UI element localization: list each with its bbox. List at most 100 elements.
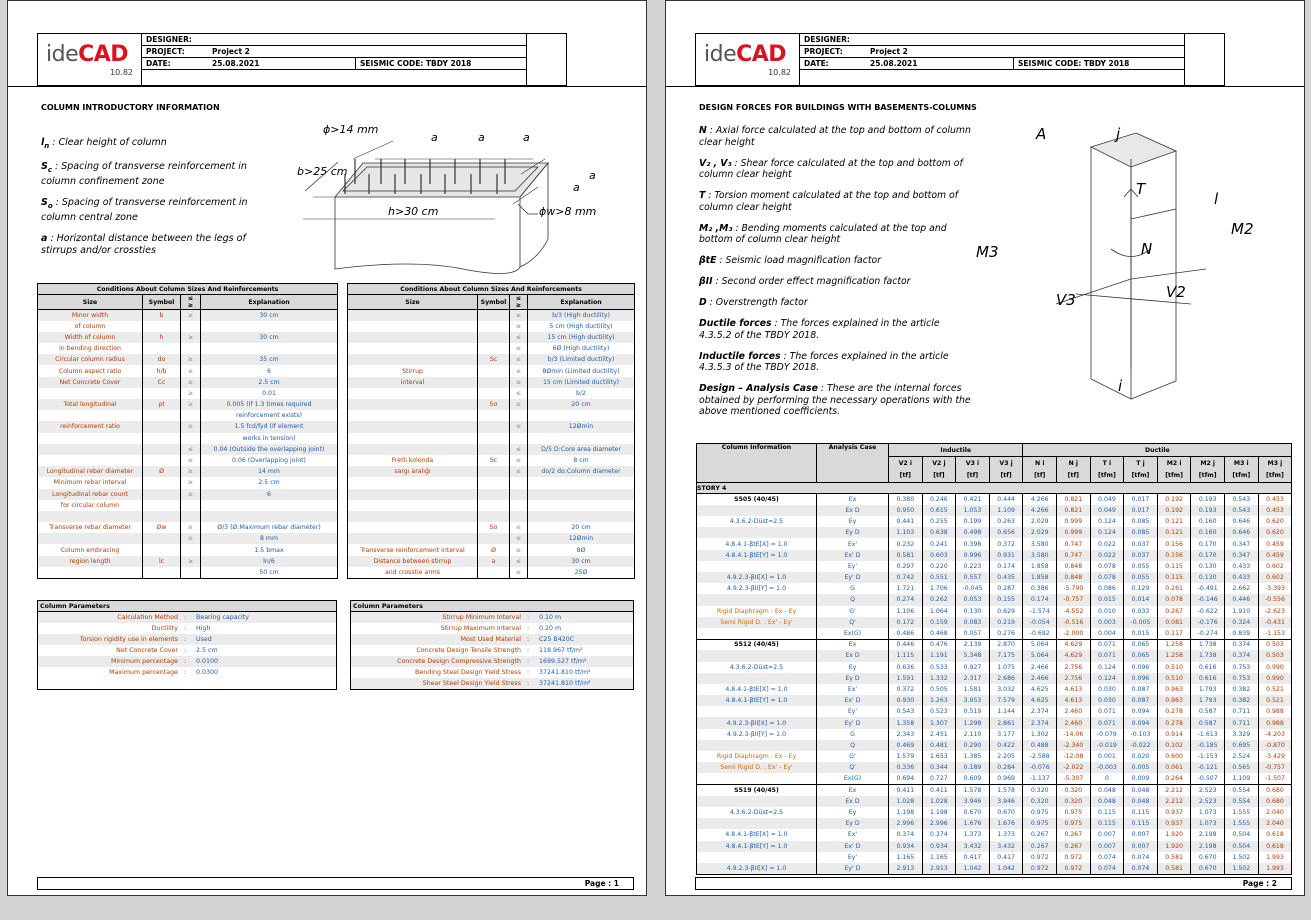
explanation-cell: 0.01 [199,387,338,399]
force-value-cell: 0.727 [921,773,956,785]
force-value-cell: 1.042 [955,862,990,875]
force-value-cell: 2.374 [1022,717,1057,729]
comparison-cell: ≤ [509,399,528,411]
definition-term: a [41,232,48,244]
force-value-cell: -1.137 [1022,773,1057,785]
column-name: S512 (40/45) [696,638,817,651]
force-value-cell: 0.386 [1022,583,1057,595]
force-value-cell: 0.421 [955,493,990,505]
force-value-cell: -0.507 [1190,773,1225,785]
table-row: Minimum rebar interval ≥2.5 cm [37,477,338,489]
analysis-case-cell: Ey D [816,818,889,830]
force-value-cell: 0.160 [1190,516,1225,528]
definition-term: Design – Analysis Case [699,383,818,394]
force-value-cell: 0.261 [1156,583,1191,595]
force-value-cell: 0.927 [955,661,990,673]
report-header: ideCAD 10.82 DESIGNER: PROJECT: Project 2 … [695,33,1225,86]
param-value: 118.967 tf/m² [539,647,583,654]
table-row: Q 0.469 0.481 0.290 0.422 0.488 -2.340 -0.019 -0… [696,739,1292,751]
size-cell: reinforcement ratio [37,421,143,433]
force-value-cell: 0.264 [1156,773,1191,785]
definition-term: S [41,160,48,172]
comparison-cell: ≤ [509,466,528,478]
param-value: 1699.527 tf/m² [539,658,587,665]
force-value-cell: 1.198 [921,806,956,819]
size-cell: Circular column radius [37,354,143,366]
ge-symbol: ≥ [187,302,194,309]
force-value-cell: 1.191 [921,650,956,662]
definition-term: D [699,297,707,308]
unit-header: [tfm] [1190,469,1225,483]
force-value-cell: -5.790 [1056,583,1091,595]
symbol-cell: Cc [142,376,181,388]
table-row: So ≤20 cm [347,522,635,534]
force-value-cell: 1.910 [1223,605,1259,617]
force-value-cell: 4.629 [1056,638,1091,651]
symbol-cell [477,443,510,455]
table-row: 4.3.6.2-Düst=2.5 Ey 0.441 0.255 0.199 0.263 2.… [696,516,1292,528]
table-title: Conditions About Column Sizes And Reinfo… [37,283,338,295]
force-value-cell: 0.160 [1190,527,1225,539]
force-value-cell: 1.307 [921,717,956,729]
size-cell [37,443,143,455]
force-value-cell: 1.555 [1223,818,1259,830]
force-value-cell: -0.146 [1190,594,1225,606]
definition-text: : Spacing of transverse reinforcement in… [41,160,247,187]
explanation-cell [526,410,635,422]
force-value-cell: 0.975 [1056,818,1091,830]
symbol-cell [477,421,510,433]
force-value-cell: 0.009 [1123,773,1158,785]
analysis-case-cell: G' [816,605,889,617]
force-value-cell: 0.963 [1156,695,1191,707]
force-value-cell: -0.076 [1022,762,1057,774]
symbol-cell: a [477,555,510,567]
table-row: Column aspect ratio h/b ≤6 [37,365,338,377]
force-value-cell: 0.446 [888,638,923,651]
table-row: sargı aralığı ≤ do/2 do:Column diameter [347,466,635,478]
table-row: Distance between stirrup a ≤30 cm [347,555,635,567]
force-value-cell: -0.054 [1022,616,1057,628]
explanation-cell: 5 cm (High ductility) [526,320,635,332]
force-value-cell: 0.990 [1257,661,1292,673]
comparison-cell: ≤ [180,454,201,467]
param-row: Concrete Design Compressive Strength: 169… [351,656,633,667]
table-row: for circular column [37,499,338,511]
explanation-cell [199,320,338,332]
date-label: DATE: [146,59,171,68]
force-value-cell: 2.523 [1190,784,1225,796]
explanation-cell: 30 cm [526,555,635,567]
force-value-cell: 1.332 [921,672,956,684]
force-value-cell: 0.193 [1190,493,1225,505]
comparison-cell: ≤ [509,566,528,578]
param-label: Ductility [151,625,178,632]
force-value-cell: 0.347 [1223,549,1259,561]
force-value-cell: 0.048 [1089,795,1124,807]
force-value-cell: 0.468 [921,627,956,640]
comparison-cell [180,544,201,556]
param-label: Most Used Material [460,636,521,643]
force-value-cell: 1.258 [1156,638,1191,651]
force-value-cell: 0.656 [988,527,1023,539]
explanation-cell [199,499,338,511]
definition-item: Inductile forces : The forces explained … [699,351,974,374]
comparison-cell [180,499,201,511]
force-value-cell: 4.625 [1022,683,1057,696]
force-value-cell: 0.554 [1223,795,1259,807]
unit-header: [tf] [888,469,923,483]
force-value-cell: 5.348 [955,650,990,662]
force-value-cell: 4.266 [1022,504,1057,517]
force-value-cell: -2.623 [1257,605,1292,617]
size-cell: Column aspect ratio [37,365,143,377]
size-cell [347,477,478,489]
force-value-cell: 0.267 [1056,829,1091,841]
force-value-cell: 0.124 [1089,661,1124,673]
param-value: C25 B420C [539,636,575,643]
param-value: Used [196,636,212,643]
report-header: ideCAD 10.82 DESIGNER: PROJECT: Project 2 … [37,33,567,86]
symbol-cell [477,376,510,388]
table-row: region length lc ≥ ln/6 [37,555,338,567]
force-value-cell: 2.343 [888,728,923,740]
force-value-cell: 0.192 [1156,504,1191,517]
analysis-case-cell: Q' [816,616,889,628]
force-value-cell: 0.115 [1156,572,1191,584]
